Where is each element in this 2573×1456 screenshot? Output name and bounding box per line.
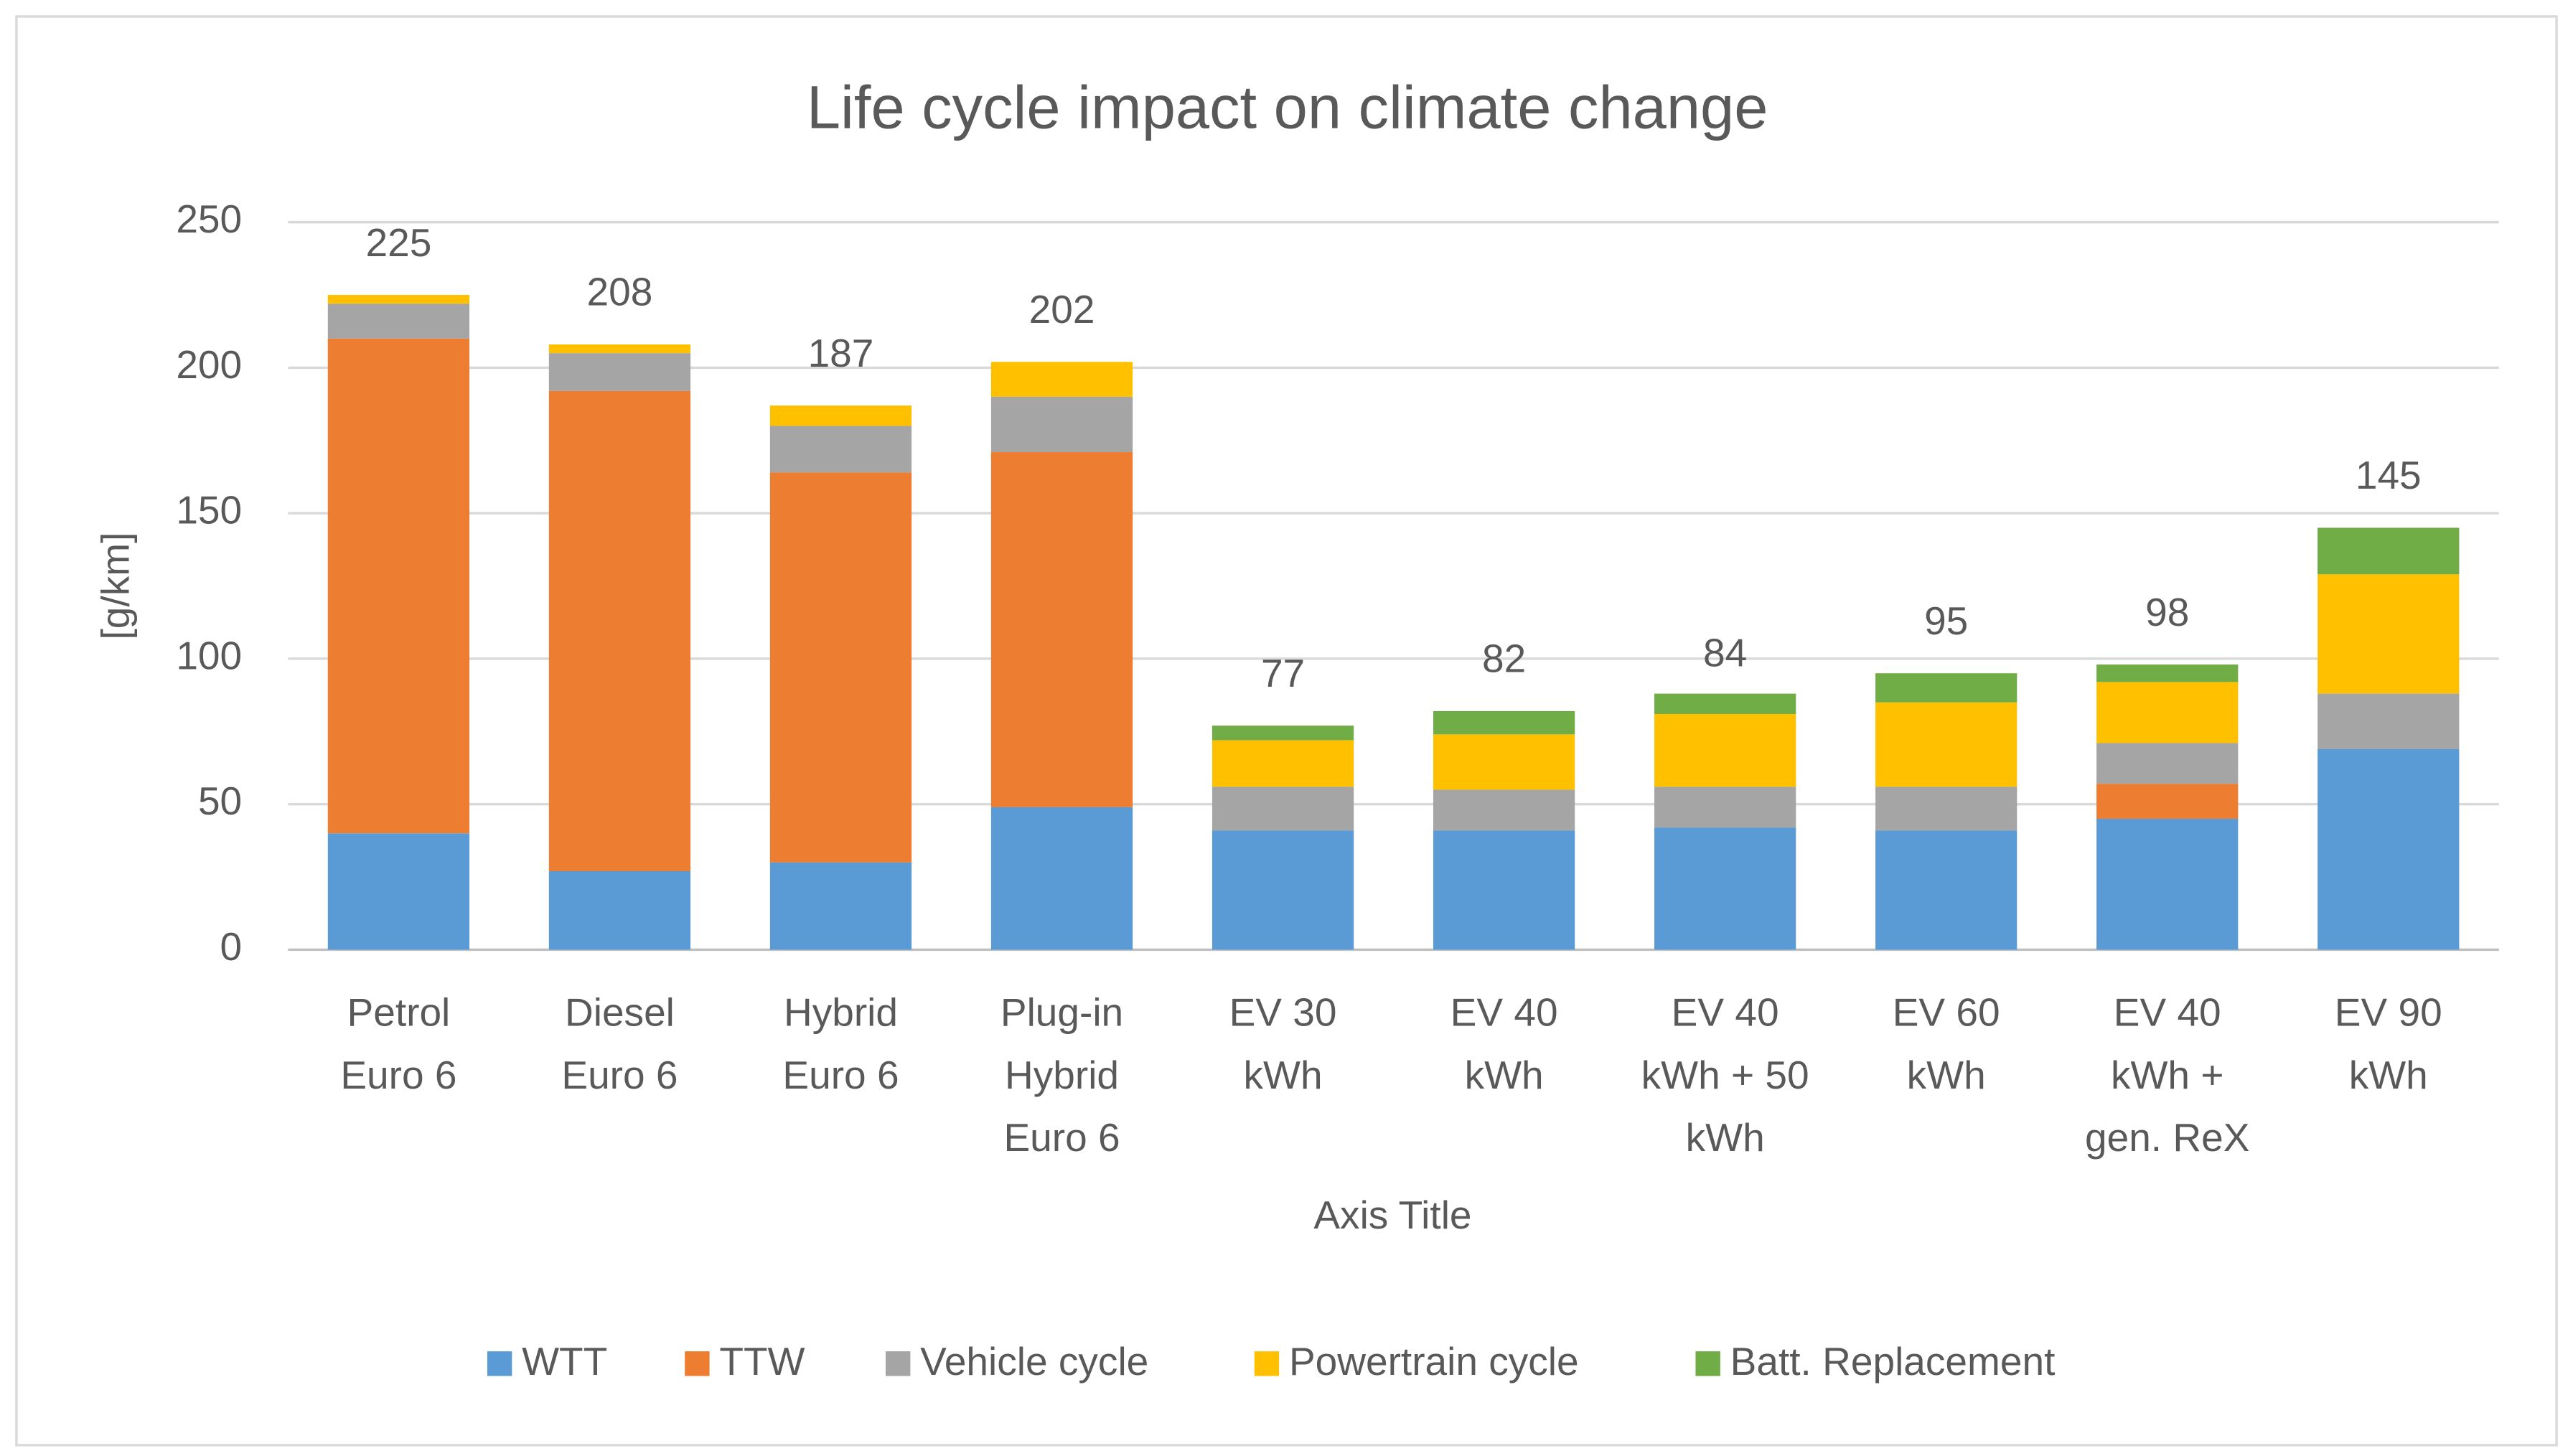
data-label: 145 (2356, 453, 2422, 497)
bar-segment (1875, 786, 2017, 831)
x-tick-label: Euro 6 (782, 1053, 899, 1097)
legend-label: TTW (719, 1339, 805, 1384)
x-tick-label: kWh (1244, 1053, 1323, 1097)
data-label: 208 (587, 270, 653, 314)
y-tick-label: 0 (220, 924, 243, 969)
bar-segment (2317, 748, 2460, 950)
y-tick-label: 50 (198, 779, 242, 823)
y-tick-label: 100 (176, 633, 242, 677)
x-tick-label: gen. ReX (2085, 1115, 2249, 1160)
x-tick-label: EV 30 (1229, 990, 1337, 1035)
bar-segment (990, 807, 1133, 950)
bar-segment (769, 426, 912, 473)
bar-segment (1654, 786, 1796, 828)
bar-segment (1433, 734, 1575, 790)
data-label: 187 (808, 331, 874, 375)
bar-segment (548, 353, 691, 391)
bar-segment (1875, 673, 2017, 703)
x-tick-label: Hybrid (1005, 1053, 1119, 1097)
x-tick-label: kWh + 50 (1641, 1053, 1809, 1097)
x-tick-label: kWh + (2111, 1053, 2224, 1097)
bar-segment (1433, 789, 1575, 831)
x-tick-label: Hybrid (784, 990, 898, 1035)
bar-segment (1654, 827, 1796, 950)
bar-segment (327, 295, 470, 304)
x-tick-label: EV 90 (2335, 990, 2442, 1035)
bar-segment (2096, 682, 2239, 743)
bar-segment (1875, 702, 2017, 787)
x-tick-label: Plug-in (1000, 990, 1123, 1035)
legend-swatch (1695, 1351, 1720, 1376)
data-label: 95 (1924, 598, 1968, 643)
bar-segment (1211, 830, 1354, 950)
data-label: 84 (1703, 631, 1747, 675)
x-tick-label: EV 40 (1450, 990, 1558, 1035)
data-label: 225 (365, 220, 431, 265)
bar-segment (2317, 574, 2460, 694)
x-axis-label: Axis Title (1313, 1193, 1471, 1237)
x-tick-label: kWh (1907, 1053, 1986, 1097)
x-tick-label: EV 40 (1672, 990, 1779, 1035)
bar-segment (1433, 710, 1575, 735)
bar-segment (2317, 693, 2460, 749)
bar-segment (1654, 713, 1796, 787)
data-label: 77 (1261, 651, 1305, 695)
legend-label: WTT (522, 1339, 607, 1384)
x-tick-label: kWh (1465, 1053, 1544, 1097)
bar-segment (1654, 693, 1796, 714)
bar-segment (548, 390, 691, 871)
chart-title: Life cycle impact on climate change (807, 72, 1768, 141)
bar-segment (990, 452, 1133, 807)
x-tick-label: kWh (2349, 1053, 2428, 1097)
bar-segment (2317, 527, 2460, 575)
bar-segment (1211, 725, 1354, 741)
x-tick-label: Euro 6 (1003, 1115, 1120, 1160)
x-tick-label: EV 60 (1893, 990, 2000, 1035)
bar-segment (769, 472, 912, 863)
x-tick-label: Euro 6 (561, 1053, 678, 1097)
bar-segment (769, 405, 912, 426)
bar-segment (2096, 664, 2239, 682)
bar-segment (2096, 743, 2239, 784)
data-label: 202 (1029, 287, 1095, 332)
bar-segment (990, 396, 1133, 453)
x-tick-label: kWh (1686, 1115, 1765, 1160)
x-tick-label: Petrol (347, 990, 451, 1035)
legend-label: Vehicle cycle (920, 1339, 1148, 1384)
bar-segment (327, 304, 470, 339)
bar-segment (990, 362, 1133, 397)
legend-label: Batt. Replacement (1730, 1339, 2056, 1384)
bar-segment (327, 833, 470, 950)
bar-segment (2096, 784, 2239, 819)
bar-segment (548, 870, 691, 950)
bar-segment (1875, 830, 2017, 950)
legend-swatch (685, 1351, 710, 1376)
bar-segment (2096, 818, 2239, 950)
legend-swatch (487, 1351, 512, 1376)
y-tick-label: 250 (176, 197, 242, 241)
bar-segment (1211, 740, 1354, 787)
legend-swatch (1254, 1351, 1280, 1376)
legend-swatch (885, 1351, 911, 1376)
y-tick-label: 200 (176, 342, 242, 387)
x-tick-label: Diesel (565, 990, 675, 1035)
bar-segment (769, 862, 912, 950)
legend-label: Powertrain cycle (1289, 1339, 1579, 1384)
data-label: 98 (2145, 590, 2189, 634)
bar-segment (1211, 786, 1354, 831)
bar-segment (327, 338, 470, 834)
data-label: 82 (1482, 637, 1526, 681)
x-tick-label: EV 40 (2114, 990, 2221, 1035)
y-tick-label: 150 (176, 488, 242, 532)
y-axis-label: [g/km] (93, 532, 138, 640)
x-tick-label: Euro 6 (340, 1053, 456, 1097)
bar-segment (1433, 830, 1575, 950)
bar-segment (548, 344, 691, 354)
